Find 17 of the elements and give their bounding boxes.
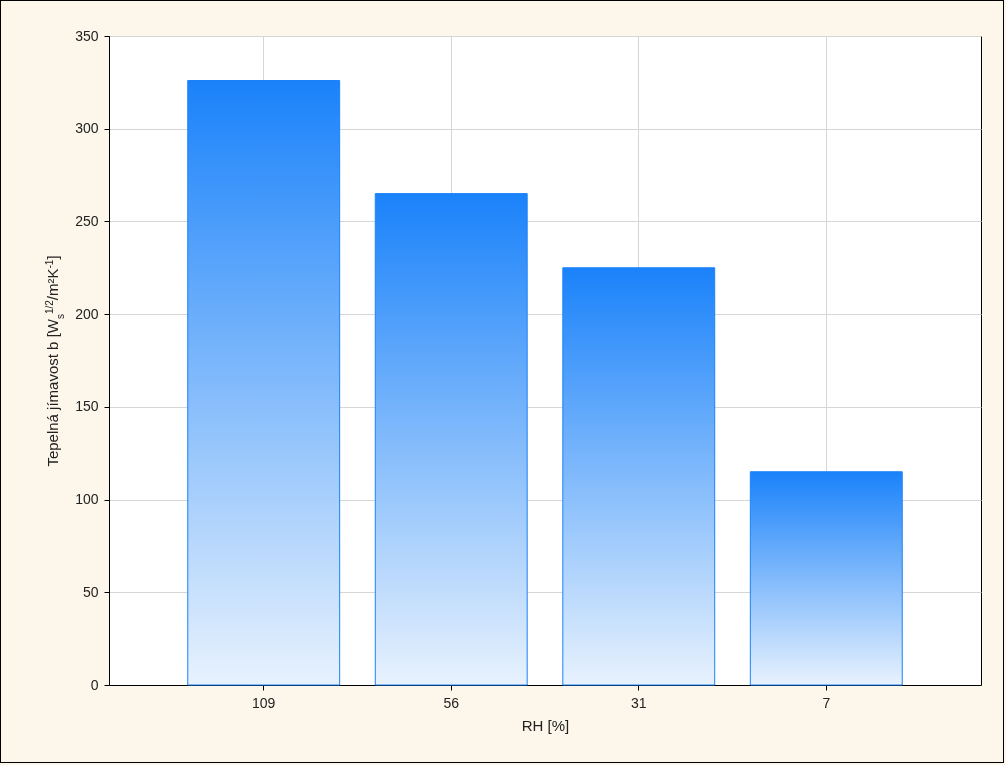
y-tick-label: 300 — [75, 120, 99, 137]
x-tick-label: 7 — [822, 694, 831, 711]
y-tick-label: 0 — [90, 676, 99, 693]
y-tick-label: 100 — [75, 491, 99, 508]
x-axis-title: RH [%] — [521, 716, 570, 734]
x-tick-label: 31 — [630, 694, 647, 711]
y-tick-label: 250 — [75, 212, 99, 229]
bar — [374, 193, 528, 686]
y-tick-label: 50 — [82, 583, 99, 600]
y-tick-label: 350 — [75, 27, 99, 44]
y-tick-label: 200 — [75, 305, 99, 322]
bar — [187, 80, 341, 686]
x-tick-label: 56 — [443, 694, 460, 711]
bar — [749, 471, 903, 686]
x-tick-label: 109 — [252, 694, 276, 711]
bar — [562, 267, 716, 686]
y-tick-label: 150 — [75, 398, 99, 415]
